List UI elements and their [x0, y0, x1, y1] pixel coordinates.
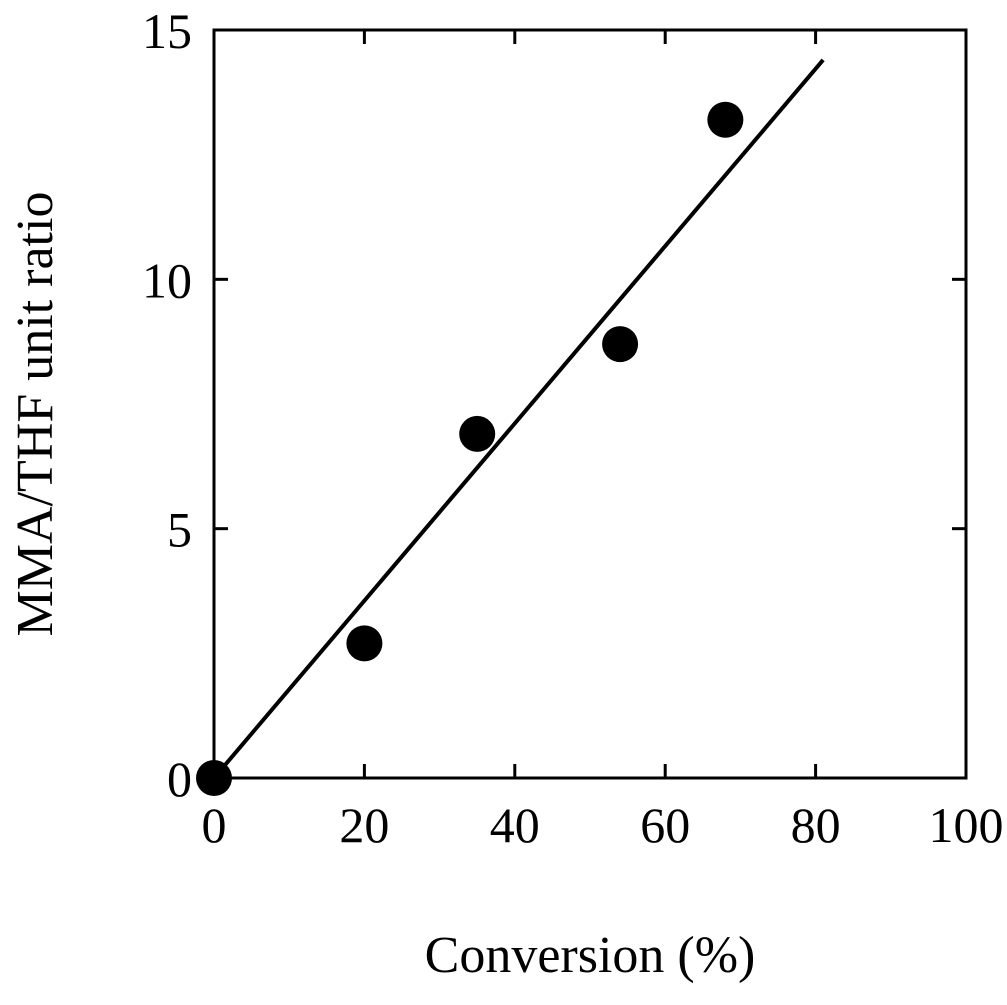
- x-tick-label: 40: [490, 797, 540, 853]
- x-tick-label: 80: [791, 797, 841, 853]
- axis-labels: 0 20 40 60 80 100 0 5 10 15 Conversion (%) MMA/THF …: [7, 3, 1004, 984]
- y-tick-label: 15: [142, 3, 192, 59]
- axis-ticks: [212, 28, 968, 780]
- plot-frame: [212, 28, 968, 780]
- fit-line: [212, 58, 825, 780]
- data-point: [459, 415, 496, 452]
- data-point: [602, 326, 639, 363]
- y-tick-label: 5: [167, 502, 192, 558]
- plot-frame-rect: [212, 28, 968, 780]
- y-axis-title: MMA/THF unit ratio: [7, 192, 64, 637]
- data-point: [346, 625, 383, 662]
- data-point: [707, 101, 744, 138]
- x-tick-label: 20: [339, 797, 389, 853]
- x-tick-label: 100: [929, 797, 1004, 853]
- data-points: [196, 101, 744, 796]
- fit-line-layer: [212, 58, 825, 780]
- data-point: [196, 760, 232, 796]
- y-tick-label: 10: [142, 252, 192, 308]
- x-tick-label: 0: [202, 797, 227, 853]
- x-axis-title: Conversion (%): [425, 927, 756, 984]
- x-tick-label: 60: [640, 797, 690, 853]
- y-tick-label: 0: [167, 751, 192, 807]
